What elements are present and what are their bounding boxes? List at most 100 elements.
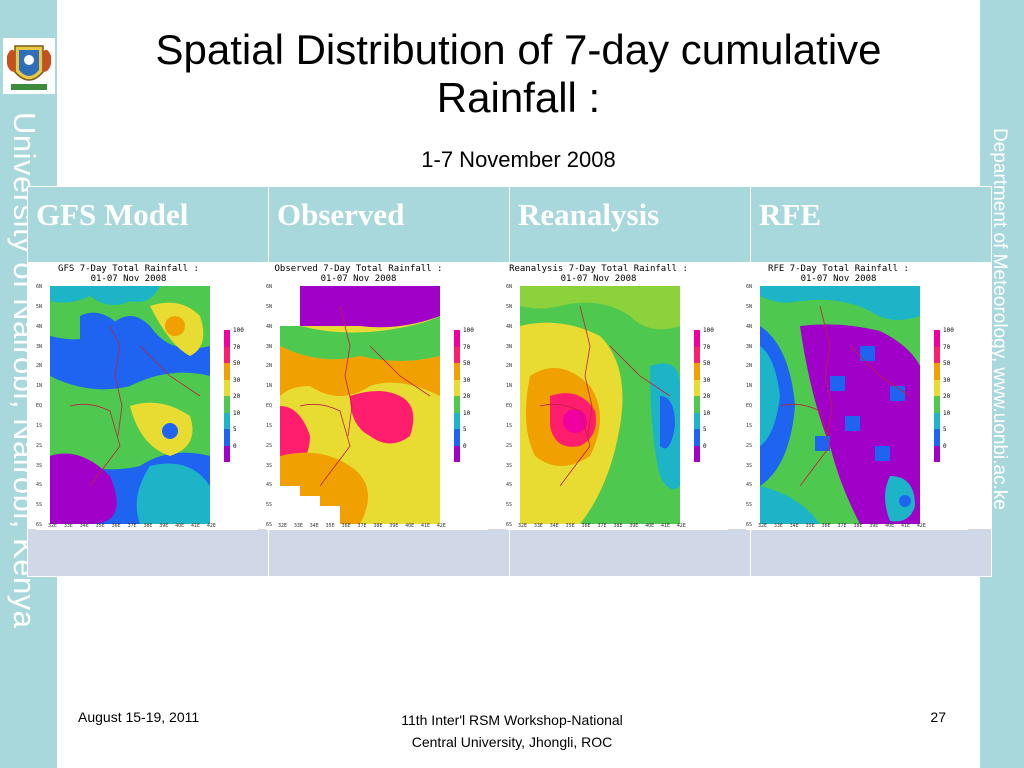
x-tick: 42E: [206, 523, 216, 529]
panel-title-line-1: Reanalysis 7-Day Total Rainfall :: [509, 264, 688, 274]
legend-row: 100: [224, 327, 254, 347]
legend-row: 70: [694, 344, 724, 363]
x-tick: 33E: [533, 523, 543, 529]
rfe-rainfall-map: [760, 286, 920, 524]
legend-value: 20: [943, 393, 951, 400]
y-tick: EQ: [36, 403, 43, 409]
legend-value: 20: [463, 393, 471, 400]
header-observed: Observed: [277, 197, 405, 232]
legend-swatch: [694, 445, 700, 462]
y-tick: EQ: [506, 403, 513, 409]
legend-value: 0: [463, 442, 467, 450]
legend-value: 5: [233, 426, 237, 433]
legend-row: 70: [454, 344, 484, 363]
page-number: 27: [930, 709, 946, 725]
legend-value: 5: [463, 426, 467, 433]
legend-swatch: [224, 429, 230, 446]
y-tick: 5S: [36, 502, 43, 509]
panel-title: GFS 7-Day Total Rainfall : 01-07 Nov 200…: [36, 264, 221, 284]
legend-swatch: [694, 396, 700, 413]
x-tick: 38E: [853, 523, 863, 529]
y-tick: 5S: [266, 502, 273, 509]
legend-swatch: [224, 396, 230, 413]
rainfall-legend: 100 70 50 30 20 10 5 0: [694, 327, 724, 462]
legend-swatch: [224, 379, 230, 396]
legend-row: 30: [694, 377, 724, 396]
y-tick: 4S: [36, 482, 43, 489]
legend-value: 10: [943, 409, 951, 417]
x-tick: 36E: [581, 523, 591, 529]
legend-swatch: [694, 346, 700, 363]
y-tick: 6N: [746, 284, 753, 290]
y-tick: 2N: [36, 363, 43, 370]
x-tick: 41E: [191, 523, 201, 529]
x-tick: 35E: [325, 523, 335, 529]
legend-row: 20: [454, 393, 484, 413]
legend-swatch: [454, 429, 460, 446]
header-cell-rfe: RFE: [750, 186, 992, 263]
y-tick: 4N: [266, 323, 273, 330]
x-tick: 32E: [758, 523, 768, 529]
x-tick: 34E: [789, 523, 799, 529]
y-tick: EQ: [746, 403, 753, 409]
panel-title-line-2: 01-07 Nov 2008: [90, 274, 167, 284]
x-tick: 39E: [159, 523, 169, 529]
x-tick: 40E: [885, 523, 895, 529]
legend-row: 20: [694, 393, 724, 413]
legend-row: 50: [224, 360, 254, 380]
legend-swatch: [934, 363, 940, 380]
x-axis-labels: 32E 33E 34E 35E 36E 37E 38E 39E 40E 41E 42E: [758, 523, 926, 529]
legend-swatch: [934, 379, 940, 396]
x-tick: 40E: [405, 523, 415, 529]
legend-row: 50: [934, 360, 964, 380]
panel-title-line-2: 01-07 Nov 2008: [560, 274, 637, 284]
legend-swatch: [454, 363, 460, 380]
x-tick: 33E: [293, 523, 303, 529]
panel-title-line-1: GFS 7-Day Total Rainfall :: [58, 264, 199, 274]
legend-value: 0: [703, 442, 707, 450]
y-tick: 1N: [266, 383, 273, 390]
legend-value: 0: [233, 442, 237, 450]
x-tick: 32E: [278, 523, 288, 529]
legend-row: 100: [934, 327, 964, 347]
legend-value: 50: [463, 360, 471, 367]
header-reanalysis: Reanalysis: [518, 197, 660, 232]
slide-subtitle: 1-7 November 2008: [421, 147, 616, 172]
y-tick: 3S: [746, 462, 753, 469]
legend-swatch: [454, 379, 460, 396]
legend-value: 10: [703, 409, 711, 417]
x-tick: 36E: [111, 523, 121, 529]
y-tick: 4S: [266, 482, 273, 489]
legend-row: 10: [934, 409, 964, 429]
legend-swatch: [224, 330, 230, 347]
legend-swatch: [694, 363, 700, 380]
legend-swatch: [934, 396, 940, 413]
legend-swatch: [934, 330, 940, 347]
legend-value: 100: [233, 327, 244, 334]
rainfall-legend: 100 70 50 30 20 10 5 0: [224, 327, 254, 462]
legend-swatch: [934, 445, 940, 462]
legend-swatch: [224, 445, 230, 462]
x-tick: 37E: [357, 523, 367, 529]
legend-row: 30: [934, 376, 964, 396]
legend-value: 70: [943, 343, 951, 351]
rainfall-legend: 100 70 50 30 20 10 5 0: [934, 327, 964, 462]
legend-row: 30: [454, 377, 484, 396]
legend-row: 20: [224, 393, 254, 413]
y-tick: 6S: [266, 522, 273, 528]
x-tick: 34E: [79, 523, 89, 529]
y-tick: 4S: [506, 482, 513, 489]
legend-value: 30: [943, 376, 951, 384]
x-tick: 41E: [901, 523, 911, 529]
panel-title: Observed 7-Day Total Rainfall : 01-07 No…: [266, 264, 451, 284]
legend-row: 100: [694, 327, 724, 347]
y-tick: 4N: [36, 323, 43, 330]
x-tick: 38E: [143, 523, 153, 529]
legend-value: 50: [703, 360, 711, 367]
gfs-rainfall-map: [50, 286, 210, 524]
y-tick: 4N: [746, 323, 753, 330]
y-tick: 3N: [506, 343, 513, 350]
legend-row: 10: [694, 409, 724, 429]
panel-title: RFE 7-Day Total Rainfall : 01-07 Nov 200…: [746, 264, 931, 284]
header-cell-observed: Observed: [268, 186, 510, 263]
